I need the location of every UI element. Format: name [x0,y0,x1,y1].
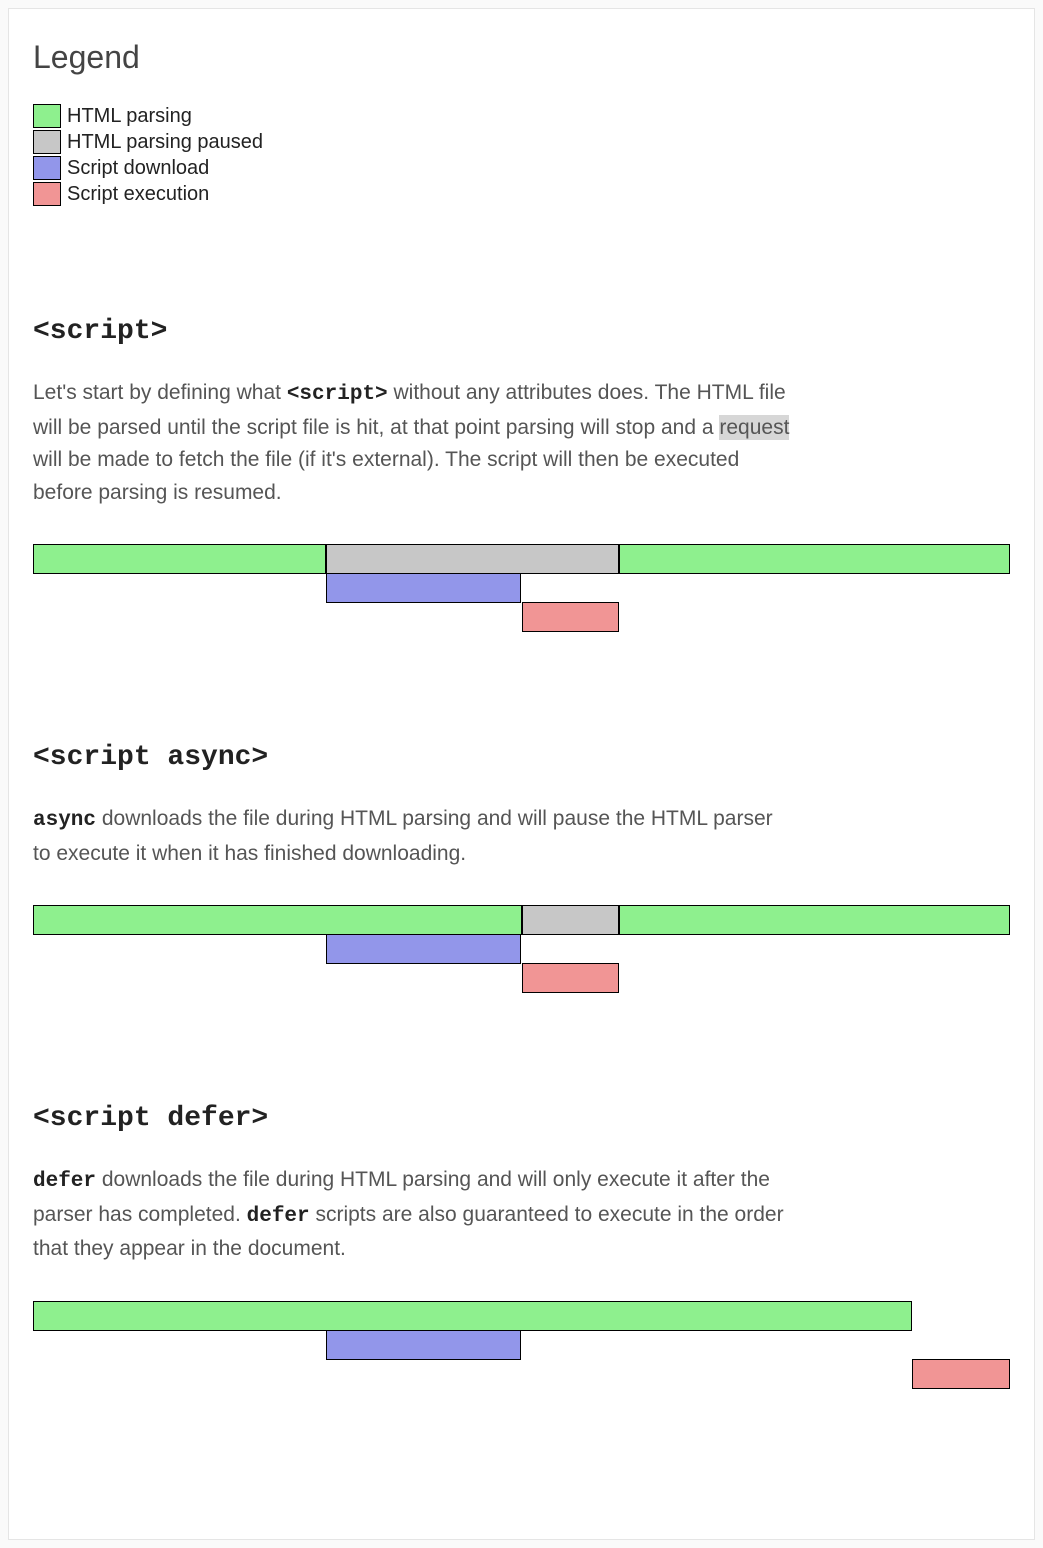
timeline-bar-parsing [619,905,1010,935]
legend-list: HTML parsing HTML parsing paused Script do… [33,104,1010,206]
timeline-row [33,1301,1010,1331]
legend-swatch [33,104,61,128]
timeline-row [33,544,1010,574]
timeline-row [33,963,1010,993]
timeline-row [33,1330,1010,1360]
section-paragraph: defer downloads the file during HTML par… [33,1164,793,1266]
timeline-bar-parsing [33,905,522,935]
legend-swatch [33,130,61,154]
timeline-row [33,573,1010,603]
legend-label: HTML parsing [67,105,192,128]
timeline-bar-paused [522,905,620,935]
timeline-row [33,602,1010,632]
timeline-bar-download [326,573,521,603]
legend-item: HTML parsing paused [33,130,1010,154]
timeline-bar-parsing [33,544,326,574]
timeline-bar-execution [912,1359,1010,1389]
timeline-bar-parsing [33,1301,912,1331]
legend-label: HTML parsing paused [67,131,263,154]
legend-title: Legend [33,39,1010,76]
timeline-diagram [33,1301,1010,1389]
timeline-row [33,905,1010,935]
legend-swatch [33,156,61,180]
legend-item: Script execution [33,182,1010,206]
legend-swatch [33,182,61,206]
timeline-diagram [33,905,1010,993]
legend-item: Script download [33,156,1010,180]
legend-item: HTML parsing [33,104,1010,128]
timeline-bar-download [326,934,521,964]
timeline-row [33,1359,1010,1389]
timeline-bar-download [326,1330,521,1360]
timeline-bar-execution [522,963,620,993]
page-container: Legend HTML parsing HTML parsing paused Sc… [8,8,1035,1540]
section-title: <script> [33,316,1010,347]
timeline-bar-paused [326,544,619,574]
section-paragraph: Let's start by defining what <script> wi… [33,377,793,509]
timeline-bar-execution [522,602,620,632]
section-paragraph: async downloads the file during HTML par… [33,803,793,870]
sections-container: <script> Let's start by defining what <sc… [33,316,1010,1389]
section-title: <script defer> [33,1103,1010,1134]
section-script-plain: <script> Let's start by defining what <sc… [33,316,1010,632]
legend-label: Script execution [67,183,209,206]
section-script-async: <script async> async downloads the file d… [33,742,1010,993]
timeline-bar-parsing [619,544,1010,574]
timeline-diagram [33,544,1010,632]
section-title: <script async> [33,742,1010,773]
section-script-defer: <script defer> defer downloads the file d… [33,1103,1010,1389]
legend-label: Script download [67,157,209,180]
timeline-row [33,934,1010,964]
